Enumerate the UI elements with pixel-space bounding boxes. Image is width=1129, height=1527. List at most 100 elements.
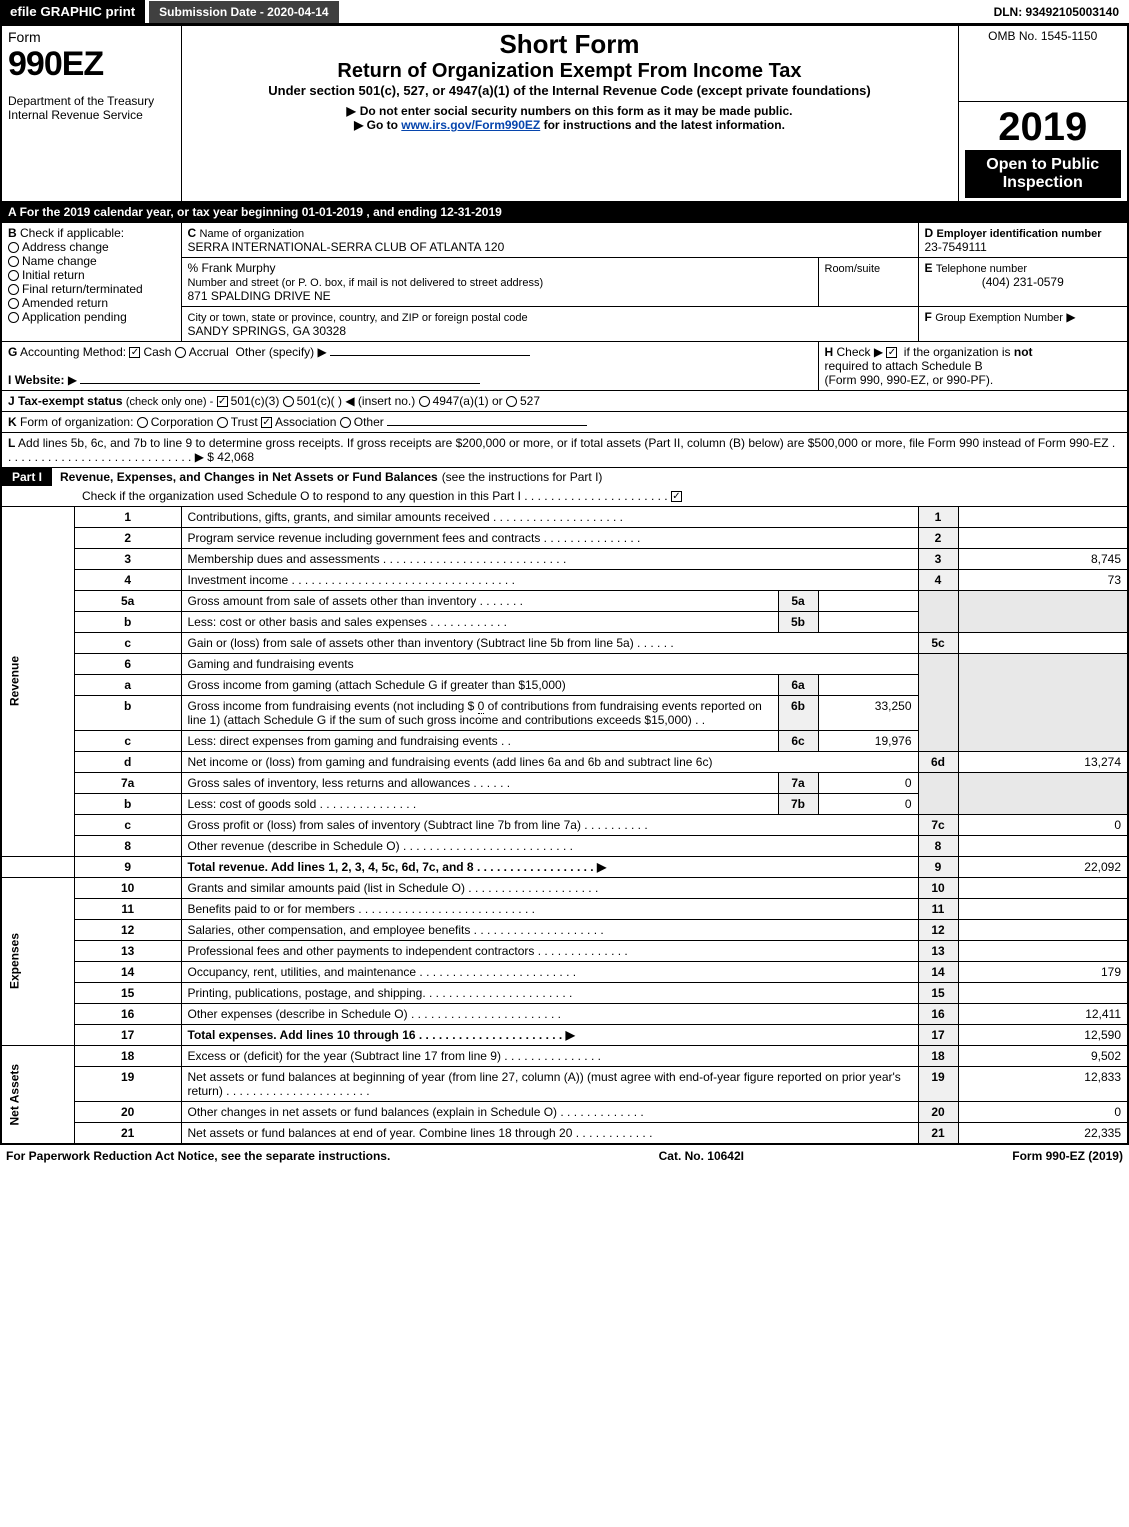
line-2-value [958, 527, 1128, 548]
corp-radio[interactable] [137, 417, 148, 428]
other-specify-input[interactable] [330, 355, 530, 356]
line-12-text: Salaries, other compensation, and employ… [181, 919, 918, 940]
line-5a-box: 5a [778, 590, 818, 611]
line-9-num: 9 [74, 856, 181, 877]
line-12-num: 12 [74, 919, 181, 940]
other-org-input[interactable] [387, 425, 587, 426]
line-20-num: 20 [74, 1101, 181, 1122]
line-16-value: 12,411 [958, 1003, 1128, 1024]
initial-return-radio[interactable] [8, 270, 19, 281]
line-3-value: 8,745 [958, 548, 1128, 569]
letter-g: G [8, 345, 17, 359]
letter-i: I [8, 373, 11, 387]
irs-link[interactable]: www.irs.gov/Form990EZ [401, 118, 540, 132]
efile-print-button[interactable]: efile GRAPHIC print [0, 0, 145, 23]
line-11-value [958, 898, 1128, 919]
line-6a-box: 6a [778, 674, 818, 695]
assoc-checkbox[interactable] [261, 417, 272, 428]
letter-c: C [188, 226, 197, 240]
org-name: SERRA INTERNATIONAL-SERRA CLUB OF ATLANT… [188, 240, 505, 254]
footer-left: For Paperwork Reduction Act Notice, see … [6, 1149, 390, 1163]
top-bar: efile GRAPHIC print Submission Date - 20… [0, 0, 1129, 24]
line-7c-box: 7c [918, 814, 958, 835]
note-ssn: Do not enter social security numbers on … [188, 104, 952, 118]
expenses-section-label: Expenses [1, 877, 74, 1045]
line-19-box: 19 [918, 1066, 958, 1101]
letter-k: K [8, 415, 17, 429]
line-15-value [958, 982, 1128, 1003]
line-17-value: 12,590 [958, 1024, 1128, 1045]
ein-label: Employer identification number [937, 228, 1102, 240]
accrual-radio[interactable] [175, 347, 186, 358]
line-20-box: 20 [918, 1101, 958, 1122]
line-11-text: Benefits paid to or for members . . . . … [181, 898, 918, 919]
501c3-checkbox[interactable] [217, 396, 228, 407]
trust-label: Trust [231, 415, 258, 429]
line-5b-text: Less: cost or other basis and sales expe… [181, 611, 778, 632]
part1-title: Revenue, Expenses, and Changes in Net As… [52, 470, 438, 484]
tel-value: (404) 231-0579 [925, 275, 1122, 289]
line-14-value: 179 [958, 961, 1128, 982]
cash-checkbox[interactable] [129, 347, 140, 358]
revenue-section-label: Revenue [1, 506, 74, 856]
street: 871 SPALDING DRIVE NE [188, 289, 331, 303]
line-7a-value: 0 [818, 772, 918, 793]
line-6d-value: 13,274 [958, 751, 1128, 772]
line-4-box: 4 [918, 569, 958, 590]
527-radio[interactable] [506, 396, 517, 407]
footer-mid: Cat. No. 10642I [659, 1149, 744, 1163]
form-word: Form [8, 29, 175, 45]
line-9-text: Total revenue. Add lines 1, 2, 3, 4, 5c,… [188, 860, 607, 874]
line-16-box: 16 [918, 1003, 958, 1024]
line-3-num: 3 [74, 548, 181, 569]
line-21-num: 21 [74, 1122, 181, 1144]
line-8-value [958, 835, 1128, 856]
line-21-value: 22,335 [958, 1122, 1128, 1144]
dept-irs: Internal Revenue Service [8, 108, 175, 122]
name-of-org-label: Name of organization [200, 228, 305, 240]
final-return-radio[interactable] [8, 284, 19, 295]
line-8-box: 8 [918, 835, 958, 856]
line-6d-text: Net income or (loss) from gaming and fun… [181, 751, 918, 772]
line-15-text: Printing, publications, postage, and shi… [181, 982, 918, 1003]
part1-checkbox[interactable] [671, 491, 682, 502]
amended-return: Amended return [22, 296, 108, 310]
line-5a-value [818, 590, 918, 611]
name-change-radio[interactable] [8, 256, 19, 267]
trust-radio[interactable] [217, 417, 228, 428]
line-13-value [958, 940, 1128, 961]
line-14-num: 14 [74, 961, 181, 982]
dept-treasury: Department of the Treasury [8, 94, 175, 108]
501c-radio[interactable] [283, 396, 294, 407]
ein-value: 23-7549111 [925, 240, 987, 254]
line-4-num: 4 [74, 569, 181, 590]
tel-label: Telephone number [936, 263, 1027, 275]
address-change-radio[interactable] [8, 242, 19, 253]
other-org-label: Other [354, 415, 384, 429]
line-6-text: Gaming and fundraising events [181, 653, 918, 674]
final-return: Final return/terminated [22, 282, 143, 296]
line-10-box: 10 [918, 877, 958, 898]
website-input[interactable] [80, 383, 480, 384]
line-13-text: Professional fees and other payments to … [181, 940, 918, 961]
other-org-radio[interactable] [340, 417, 351, 428]
amended-return-radio[interactable] [8, 298, 19, 309]
h-checkbox[interactable] [886, 347, 897, 358]
check-only-one: (check only one) - [126, 396, 213, 408]
line-7b-text: Less: cost of goods sold . . . . . . . .… [181, 793, 778, 814]
line-21-box: 21 [918, 1122, 958, 1144]
main-title: Return of Organization Exempt From Incom… [188, 60, 952, 83]
dln-label: DLN: 93492105003140 [984, 1, 1129, 23]
assoc-label: Association [275, 415, 336, 429]
line-8-text: Other revenue (describe in Schedule O) .… [181, 835, 918, 856]
letter-e: E [925, 261, 933, 275]
line-6d-box: 6d [918, 751, 958, 772]
line-6c-box: 6c [778, 730, 818, 751]
line-5c-text: Gain or (loss) from sale of assets other… [181, 632, 918, 653]
4947-label: 4947(a)(1) or [433, 394, 503, 408]
application-pending-radio[interactable] [8, 312, 19, 323]
line-1-value [958, 506, 1128, 527]
line-6b-amt: 0 [478, 699, 485, 714]
4947-radio[interactable] [419, 396, 430, 407]
line-16-text: Other expenses (describe in Schedule O) … [181, 1003, 918, 1024]
